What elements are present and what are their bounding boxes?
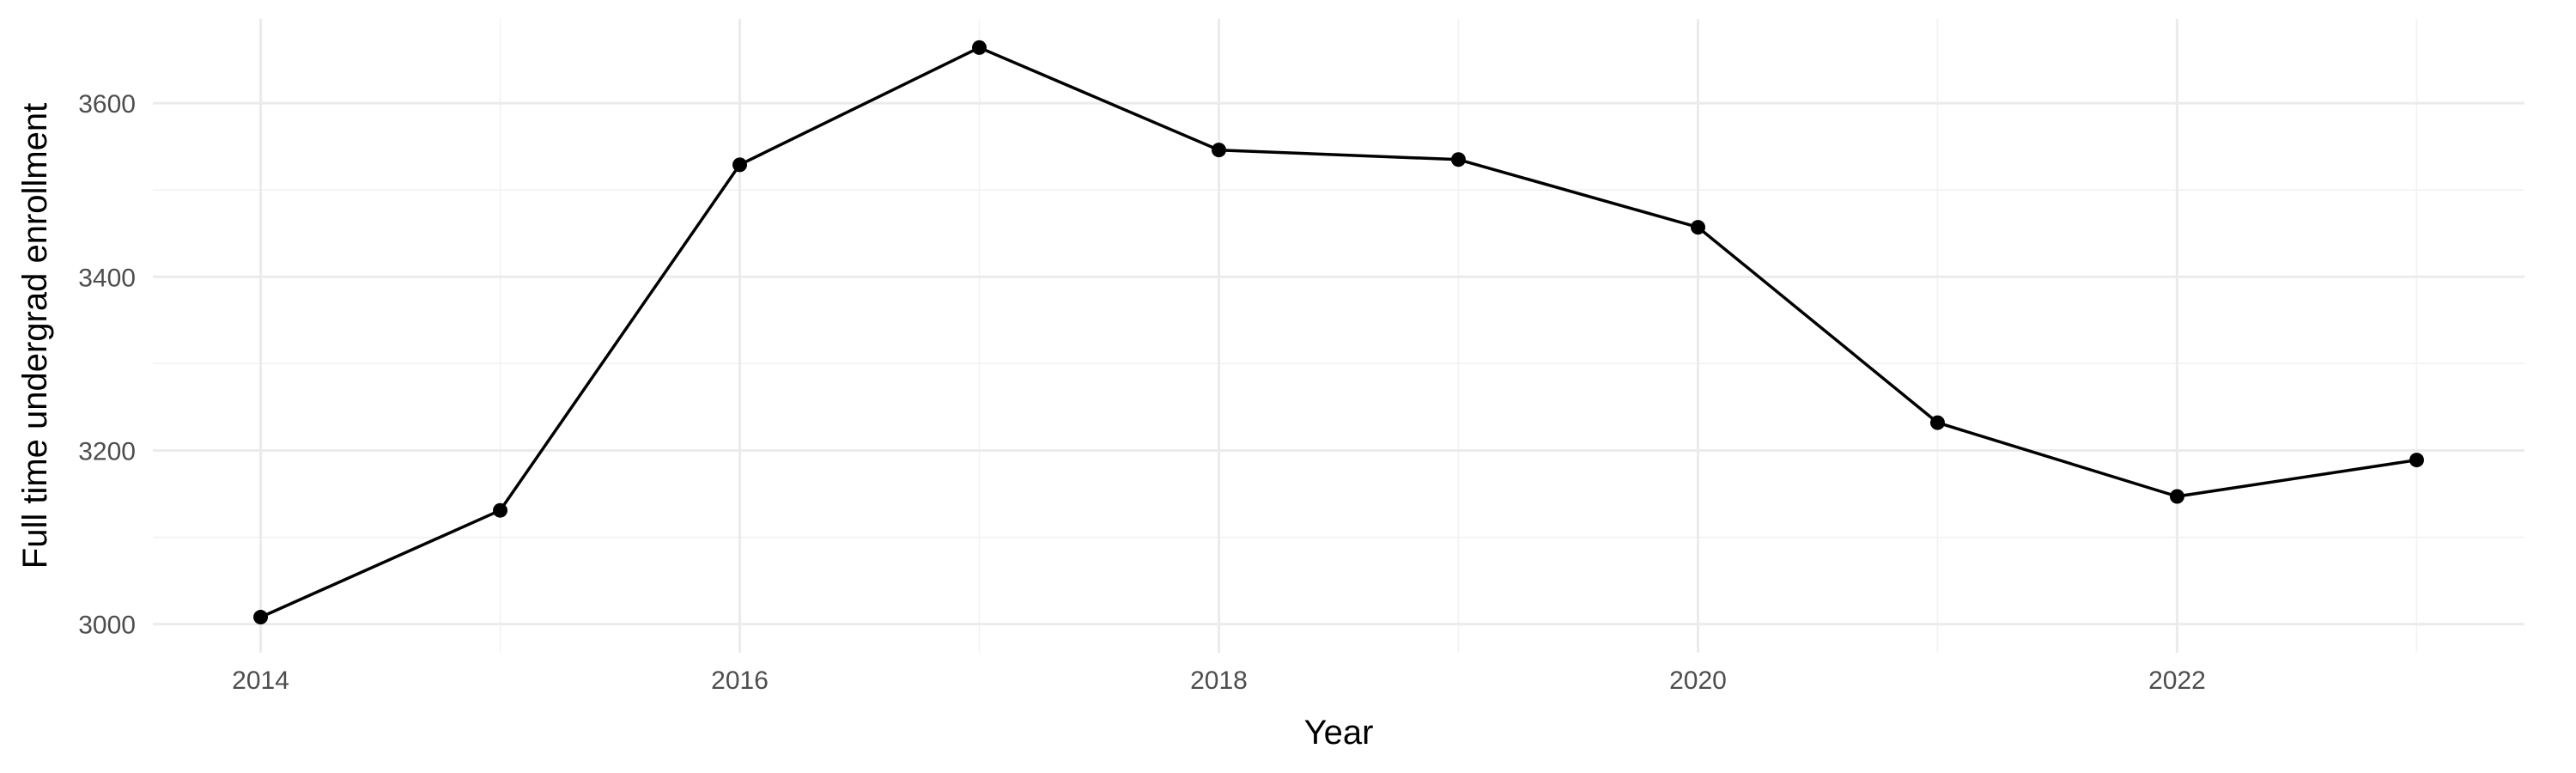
- minor-gridlines-y: [153, 189, 2524, 539]
- y-tick-label: 3600: [78, 90, 136, 119]
- data-point: [732, 157, 748, 173]
- data-point: [1690, 220, 1705, 235]
- y-tick-label: 3400: [78, 264, 136, 292]
- data-point: [493, 502, 508, 518]
- major-gridlines-x: [259, 19, 2178, 653]
- x-axis-title: Year: [1304, 714, 1374, 752]
- data-point: [2169, 489, 2184, 504]
- x-tick-label: 2018: [1190, 666, 1248, 695]
- series-layer: [253, 40, 2424, 625]
- data-point: [1450, 152, 1466, 167]
- x-tick-label: 2022: [2148, 666, 2206, 695]
- y-tick-label: 3000: [78, 612, 136, 640]
- x-tick-labels: 2014 2016 2018 2020 2022: [232, 666, 2206, 695]
- series-line: [259, 46, 2417, 619]
- y-axis-title: Full time undergrad enrollment: [16, 103, 54, 569]
- x-tick-label: 2014: [232, 666, 289, 695]
- y-tick-label: 3200: [78, 437, 136, 466]
- x-tick-label: 2016: [711, 666, 769, 695]
- x-tick-label: 2020: [1669, 666, 1727, 695]
- data-point: [253, 610, 269, 625]
- data-point: [1212, 143, 1227, 158]
- data-point: [972, 40, 987, 55]
- data-point: [1929, 415, 1945, 430]
- minor-gridlines-x: [499, 19, 2418, 653]
- major-gridlines-y: [153, 101, 2524, 626]
- y-tick-labels: 3000 3200 3400 3600: [78, 90, 136, 640]
- data-point: [2409, 453, 2424, 468]
